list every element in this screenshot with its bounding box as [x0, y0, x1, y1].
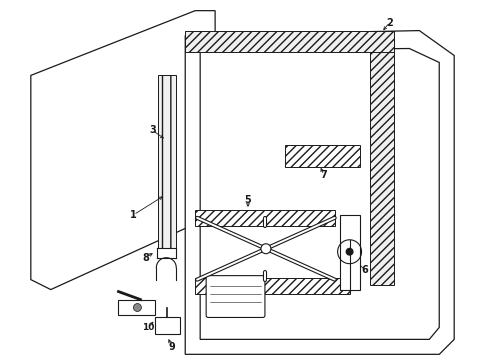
Polygon shape	[155, 318, 180, 334]
Bar	[285, 145, 360, 167]
Text: 6: 6	[361, 265, 368, 275]
FancyBboxPatch shape	[206, 276, 265, 318]
Text: 4: 4	[245, 300, 251, 310]
Polygon shape	[185, 31, 454, 354]
Polygon shape	[200, 49, 439, 339]
Bar	[195, 278, 349, 293]
Circle shape	[261, 244, 271, 254]
Polygon shape	[158, 75, 176, 248]
Polygon shape	[369, 31, 394, 285]
Text: 1: 1	[130, 210, 137, 220]
Text: 2: 2	[386, 18, 393, 28]
Bar	[195, 210, 335, 226]
Text: 7: 7	[320, 170, 327, 180]
Text: 9: 9	[169, 342, 175, 352]
Polygon shape	[185, 31, 394, 53]
Polygon shape	[31, 11, 215, 289]
Text: 10: 10	[142, 323, 154, 332]
Polygon shape	[119, 300, 155, 315]
Text: 8: 8	[142, 253, 149, 263]
Text: 3: 3	[149, 125, 156, 135]
Polygon shape	[340, 215, 360, 289]
Circle shape	[133, 303, 142, 311]
Circle shape	[345, 248, 354, 256]
Text: 5: 5	[245, 195, 251, 205]
